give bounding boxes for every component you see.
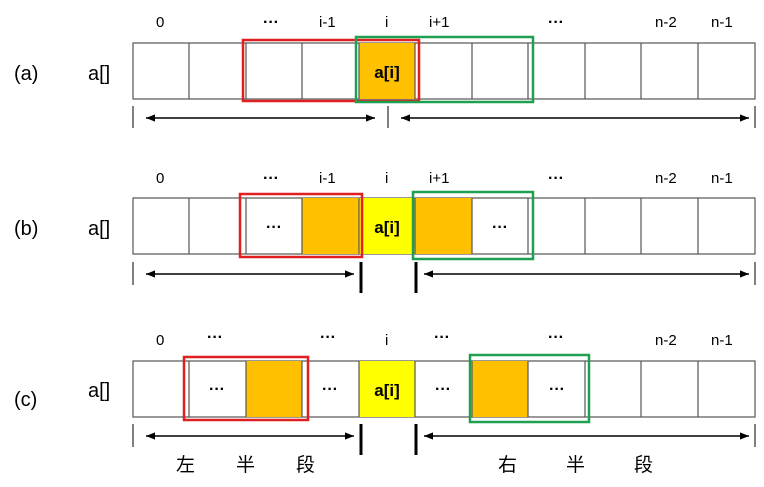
index-ellipsis-1-c: ··· bbox=[207, 329, 223, 346]
cell-ai-label-a: a[i] bbox=[374, 63, 400, 82]
cell-ai-fill-c bbox=[359, 361, 415, 417]
index-i-b: i bbox=[385, 170, 388, 187]
cell-ai-fill-a bbox=[359, 43, 415, 99]
index-ellipsis-right-a: ··· bbox=[548, 14, 564, 31]
cell-ai-fill-b bbox=[359, 198, 415, 254]
cell-ai-label-b: a[i] bbox=[374, 218, 400, 237]
cell-dividers-a bbox=[188, 43, 699, 99]
row-label-a: (a) bbox=[14, 63, 38, 85]
left-range-box-a bbox=[241, 38, 421, 103]
array-name-a: a[] bbox=[88, 63, 110, 85]
left-range-box-b bbox=[238, 192, 364, 259]
index-i-c: i bbox=[385, 332, 388, 349]
left-range-box-c bbox=[182, 355, 310, 422]
array-a bbox=[132, 42, 756, 100]
left-half-label: 左 半 段 bbox=[176, 454, 315, 476]
cell-dots-1-c: ··· bbox=[209, 381, 225, 398]
index-n-minus-1-a: n-1 bbox=[711, 14, 733, 31]
index-i-minus-1-a: i-1 bbox=[319, 14, 336, 31]
cell-dots-4-c: ··· bbox=[549, 381, 565, 398]
array-c bbox=[132, 360, 756, 418]
row-c: (c) a[] 0 ··· ··· i ··· ··· n-2 n-1 ··· … bbox=[14, 329, 756, 476]
index-i-plus-1-a: i+1 bbox=[429, 14, 449, 31]
index-ellipsis-2-c: ··· bbox=[320, 329, 336, 346]
index-ellipsis-left-a: ··· bbox=[263, 14, 279, 31]
cell-dots-right-b: ··· bbox=[492, 219, 508, 236]
index-0-a: 0 bbox=[156, 14, 164, 31]
left-half-char-2: 半 bbox=[236, 454, 255, 476]
index-i-minus-1-b: i-1 bbox=[319, 170, 336, 187]
index-n-minus-1-b: n-1 bbox=[711, 170, 733, 187]
right-range-box-b bbox=[411, 190, 535, 261]
right-half-char-1: 右 bbox=[498, 454, 517, 476]
row-b: (b) a[] 0 ··· i-1 i i+1 ··· n-2 n-1 ··· … bbox=[14, 170, 756, 293]
index-0-b: 0 bbox=[156, 170, 164, 187]
cell-dots-left-b: ··· bbox=[266, 219, 282, 236]
index-i-plus-1-b: i+1 bbox=[429, 170, 449, 187]
cell-dividers-c bbox=[188, 361, 699, 417]
index-n-minus-2-a: n-2 bbox=[655, 14, 677, 31]
row-label-b: (b) bbox=[14, 218, 38, 240]
right-range-box-c bbox=[468, 353, 591, 424]
index-0-c: 0 bbox=[156, 332, 164, 349]
index-ellipsis-4-c: ··· bbox=[548, 329, 564, 346]
index-ellipsis-left-b: ··· bbox=[263, 170, 279, 187]
cell-im1-fill-b bbox=[302, 198, 359, 254]
cell-ip1-fill-b bbox=[415, 198, 472, 254]
index-ellipsis-right-b: ··· bbox=[548, 170, 564, 187]
array-name-c: a[] bbox=[88, 380, 110, 402]
right-half-label: 右 半 段 bbox=[498, 454, 653, 476]
cell-right-mid-fill-c bbox=[472, 361, 528, 417]
array-name-b: a[] bbox=[88, 218, 110, 240]
right-range-box-a bbox=[354, 35, 535, 104]
index-ellipsis-3-c: ··· bbox=[434, 329, 450, 346]
right-half-char-3: 段 bbox=[634, 454, 653, 476]
row-label-c: (c) bbox=[14, 389, 37, 411]
index-n-minus-1-c: n-1 bbox=[711, 332, 733, 349]
cell-dots-3-c: ··· bbox=[435, 381, 451, 398]
index-n-minus-2-b: n-2 bbox=[655, 170, 677, 187]
index-n-minus-2-c: n-2 bbox=[655, 332, 677, 349]
cell-ai-label-c: a[i] bbox=[374, 381, 400, 400]
row-a: (a) a[] 0 ··· i-1 i i+1 ··· n-2 n-1 a[i] bbox=[14, 14, 756, 128]
index-i-a: i bbox=[385, 14, 388, 31]
cell-dots-2-c: ··· bbox=[322, 381, 338, 398]
cell-left-mid-fill-c bbox=[246, 361, 302, 417]
cell-dividers-b bbox=[188, 198, 699, 254]
right-half-char-2: 半 bbox=[566, 454, 585, 476]
left-half-char-3: 段 bbox=[296, 454, 315, 476]
left-half-char-1: 左 bbox=[176, 454, 195, 476]
